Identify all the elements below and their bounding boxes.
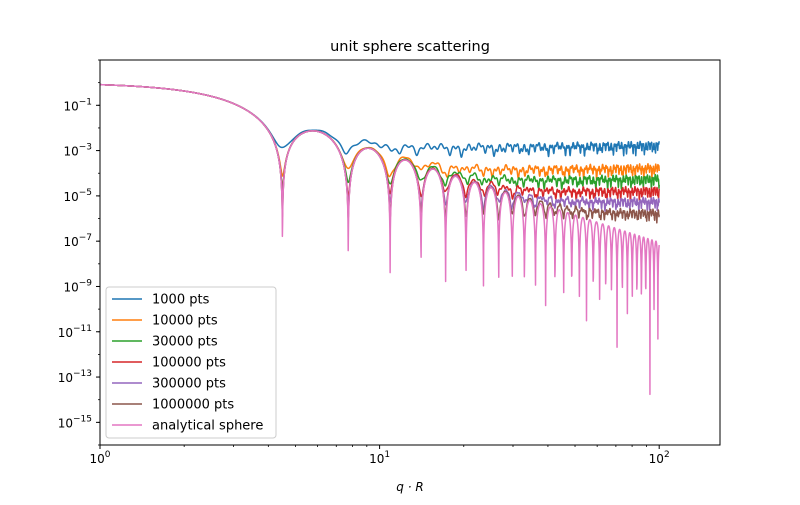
legend-label: 100000 pts (152, 356, 226, 371)
y-tick-label: 10−11 (58, 324, 92, 340)
legend-label: 30000 pts (152, 335, 218, 350)
x-tick-label: 101 (369, 450, 390, 466)
legend-box (105, 286, 277, 439)
legend-label: 10000 pts (152, 314, 218, 329)
x-tick-label: 100 (89, 450, 110, 466)
series-line (100, 83, 660, 396)
y-tick-label: 10−13 (58, 369, 92, 385)
x-axis-label: q · R (396, 480, 423, 494)
y-tick-label: 10−1 (63, 97, 92, 113)
axes-layer: 100 101 102 10−1 10−3 10−5 10−7 10−9 10−11 10−13 1… (58, 59, 670, 466)
y-tick-label: 10−5 (63, 188, 92, 204)
legend-label: 1000000 pts (152, 398, 234, 413)
legend-label: analytical sphere (152, 419, 263, 434)
y-tick-label: 10−3 (63, 143, 92, 159)
legend-label: 1000 pts (152, 293, 210, 308)
y-tick-label: 10−9 (63, 278, 92, 294)
x-tick-label: 102 (649, 450, 670, 466)
plot-frame (99, 59, 721, 446)
legend: 1000 pts 10000 pts 30000 pts 100000 pts 3000… (105, 286, 277, 439)
y-tick-label: 10−15 (58, 414, 92, 430)
y-tick-label: 10−7 (63, 233, 92, 249)
legend-label: 300000 pts (152, 377, 226, 392)
series-layer (100, 83, 660, 396)
chart-title: unit sphere scattering (330, 39, 490, 55)
